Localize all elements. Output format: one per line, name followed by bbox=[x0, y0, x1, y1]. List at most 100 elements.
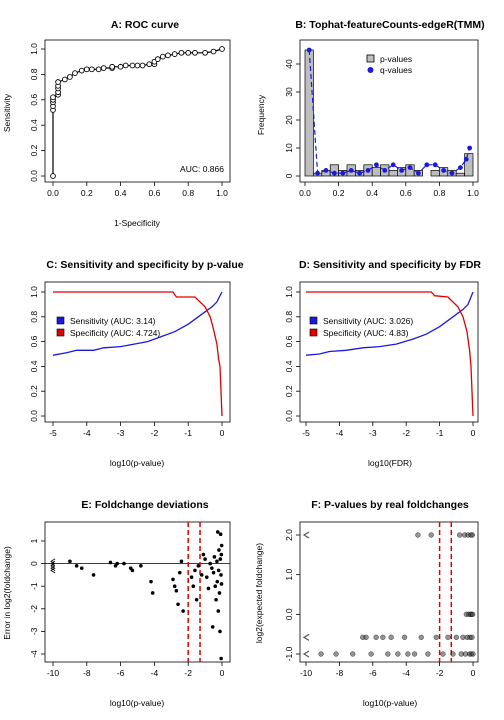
fold-error-point bbox=[199, 573, 204, 577]
fold-error-point-clipped bbox=[50, 567, 56, 574]
x-tick-label-D: -1 bbox=[436, 428, 444, 438]
xlabel-c: log10(p-value) bbox=[110, 458, 165, 468]
fold-error-point bbox=[191, 584, 196, 588]
fold-error-point bbox=[216, 568, 221, 573]
qvalue-point bbox=[306, 47, 312, 53]
roc-point bbox=[50, 94, 56, 101]
fold-error-point-clipped bbox=[50, 560, 56, 567]
legend-label-pvalues: p-values bbox=[380, 54, 412, 64]
x-tick-label-E: -2 bbox=[184, 668, 192, 678]
title-e: E: Foldchange deviations bbox=[81, 499, 208, 511]
foldchange-point bbox=[368, 651, 374, 657]
y-tick-label-E: 1 bbox=[29, 538, 39, 543]
foldchange-point bbox=[363, 634, 369, 640]
roc-point bbox=[160, 53, 166, 60]
y-tick-label-D: 0.2 bbox=[284, 385, 294, 397]
roc-point bbox=[55, 79, 61, 85]
roc-point bbox=[89, 66, 95, 73]
foldchange-point bbox=[469, 532, 475, 538]
pvalue-bar bbox=[304, 49, 314, 177]
y-tick-label-F: 1.0 bbox=[284, 568, 294, 580]
fold-error-point bbox=[150, 591, 155, 595]
foldchange-point-clipped bbox=[302, 650, 310, 658]
fold-error-point-clipped bbox=[50, 558, 56, 565]
xlabel-a: 1-Specificity bbox=[114, 218, 161, 228]
roc-point bbox=[100, 65, 107, 71]
legend-swatch-specificity-d bbox=[309, 328, 318, 337]
y-tick-label-E: 0 bbox=[29, 561, 39, 566]
y-tick-label-B: 30 bbox=[284, 87, 294, 97]
y-tick-label-C: 0.6 bbox=[29, 335, 39, 347]
fold-error-point bbox=[171, 577, 175, 582]
x-tick-label-A: 0.2 bbox=[81, 188, 93, 198]
foldchange-point bbox=[428, 532, 434, 538]
y-tick-label-A: 0.4 bbox=[29, 119, 39, 131]
qvalue-point bbox=[407, 165, 413, 171]
y-tick-label-A: 0.2 bbox=[29, 144, 39, 156]
roc-point bbox=[154, 56, 161, 63]
y-tick-label-A: 0.8 bbox=[29, 68, 39, 80]
qvalue-point bbox=[467, 145, 473, 151]
x-tick-label-C: -5 bbox=[49, 428, 57, 438]
fold-error-point bbox=[219, 552, 224, 557]
x-tick-label-B: 0.4 bbox=[366, 188, 378, 198]
fold-error-point-clipped bbox=[50, 565, 56, 572]
fold-error-point bbox=[194, 597, 199, 602]
fold-error-point bbox=[130, 568, 135, 573]
x-tick-label-A: 0.4 bbox=[115, 188, 127, 198]
y-tick-label-F: 0.0 bbox=[284, 608, 294, 620]
y-tick-label-A: 0.6 bbox=[29, 94, 39, 106]
ylabel-e: Error in log2(foldchange) bbox=[2, 546, 12, 640]
qvalue-point bbox=[365, 168, 371, 173]
foldchange-point bbox=[385, 651, 391, 657]
y-tick-label-A: 0.0 bbox=[29, 170, 39, 182]
x-tick-label-C: -1 bbox=[184, 428, 192, 438]
plot-frame-E bbox=[44, 521, 231, 663]
y-tick-label-C: 0.8 bbox=[29, 311, 39, 323]
y-tick-label-C: 0.2 bbox=[29, 385, 39, 397]
foldchange-point bbox=[470, 611, 476, 617]
title-a: A: ROC curve bbox=[111, 19, 179, 31]
roc-point bbox=[210, 48, 217, 55]
foldchange-point bbox=[395, 651, 401, 657]
x-tick-label-D: 0 bbox=[471, 428, 476, 438]
fold-error-point bbox=[79, 566, 84, 570]
foldchange-point bbox=[350, 651, 356, 657]
foldchange-point bbox=[418, 634, 424, 640]
x-tick-label-F: -10 bbox=[300, 668, 313, 678]
roc-point bbox=[122, 62, 129, 69]
fold-error-point bbox=[174, 588, 179, 593]
plot-frame-F bbox=[299, 521, 479, 663]
fold-error-point bbox=[203, 557, 207, 561]
foldchange-point-clipped bbox=[302, 633, 310, 641]
x-tick-label-F: -2 bbox=[436, 668, 444, 678]
fold-error-point bbox=[68, 559, 72, 564]
y-tick-label-C: 1.0 bbox=[29, 286, 39, 298]
foldchange-point bbox=[318, 651, 324, 657]
y-tick-label-E: -1 bbox=[29, 582, 39, 590]
legend-swatch-sensitivity-d bbox=[309, 316, 318, 325]
legend-swatch-pvalues bbox=[366, 54, 375, 63]
fold-error-point bbox=[189, 575, 194, 579]
roc-point bbox=[109, 63, 116, 70]
legend-d: Sensitivity (AUC: 3.026) Specificity (AU… bbox=[309, 316, 413, 338]
x-tick-label-D: -2 bbox=[402, 428, 410, 438]
roc-point bbox=[139, 62, 146, 69]
y-tick-label-C: 0.4 bbox=[29, 360, 39, 372]
x-tick-label-C: 0 bbox=[220, 428, 225, 438]
legend-label-sensitivity-c: Sensitivity (AUC: 3.14) bbox=[70, 316, 156, 326]
foldchange-point bbox=[456, 532, 463, 538]
x-tick-label-E: -6 bbox=[117, 668, 125, 678]
foldchange-point-clipped bbox=[302, 531, 310, 539]
legend-b: p-values q-values bbox=[366, 54, 412, 75]
fold-error-point bbox=[74, 564, 79, 568]
legend-c: Sensitivity (AUC: 3.14) Specificity (AUC… bbox=[56, 316, 160, 338]
qvalue-point bbox=[390, 162, 396, 168]
xlabel-d: log10(FDR) bbox=[368, 458, 412, 468]
title-f: F: P-values by real foldchanges bbox=[311, 499, 469, 511]
plot-layer: 0.0 0.2 0.4 0.6 0.8 1.0 0.0 0.2 0.4 0.6 0.8 1.0 0.0 0… bbox=[29, 39, 479, 678]
fold-error-point bbox=[219, 582, 224, 586]
fold-error-point bbox=[211, 570, 216, 575]
fold-error-point bbox=[215, 559, 219, 564]
roc-point bbox=[129, 62, 136, 69]
